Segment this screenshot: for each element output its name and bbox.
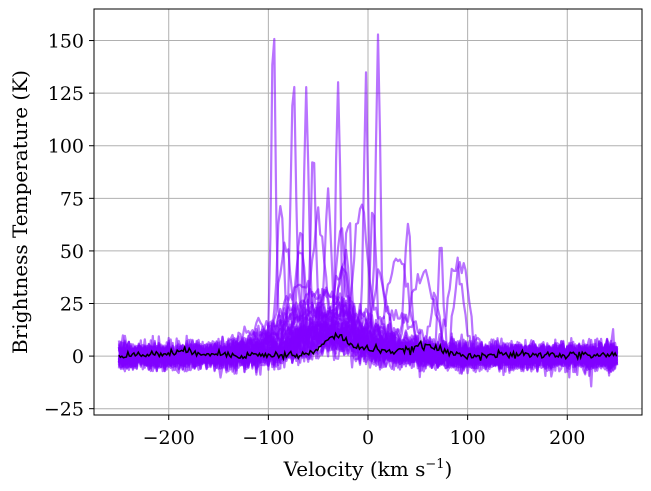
y-axis-label: Brightness Temperature (K) <box>8 70 32 354</box>
y-tick-label: 50 <box>60 241 84 263</box>
spectra-group <box>117 33 619 388</box>
mean-spectrum-line <box>118 331 618 362</box>
grid <box>94 9 642 415</box>
x-axis-label: Velocity (km s−1) <box>283 457 453 481</box>
x-axis-label-superscript: −1 <box>425 457 444 472</box>
y-tick-label: 150 <box>48 31 84 53</box>
x-tick-label: 0 <box>362 427 374 449</box>
x-tick-label: 100 <box>450 427 486 449</box>
x-axis-label-suffix: ) <box>445 457 453 481</box>
y-tick-label: 0 <box>72 346 84 368</box>
y-axis-ticks: −25 0 25 50 75 100 125 150 <box>44 31 94 421</box>
x-axis-ticks: −200 −100 0 100 200 <box>143 415 585 449</box>
x-tick-label: 200 <box>549 427 585 449</box>
mean-spectrum-group <box>118 331 618 362</box>
x-tick-label: −200 <box>143 427 195 449</box>
y-tick-label: 125 <box>48 83 84 105</box>
y-tick-label: 100 <box>48 136 84 158</box>
plot-area <box>117 33 619 388</box>
x-tick-label: −100 <box>242 427 294 449</box>
y-tick-label: −25 <box>44 399 84 421</box>
y-tick-label: 75 <box>60 188 84 210</box>
y-tick-label: 25 <box>60 294 84 316</box>
